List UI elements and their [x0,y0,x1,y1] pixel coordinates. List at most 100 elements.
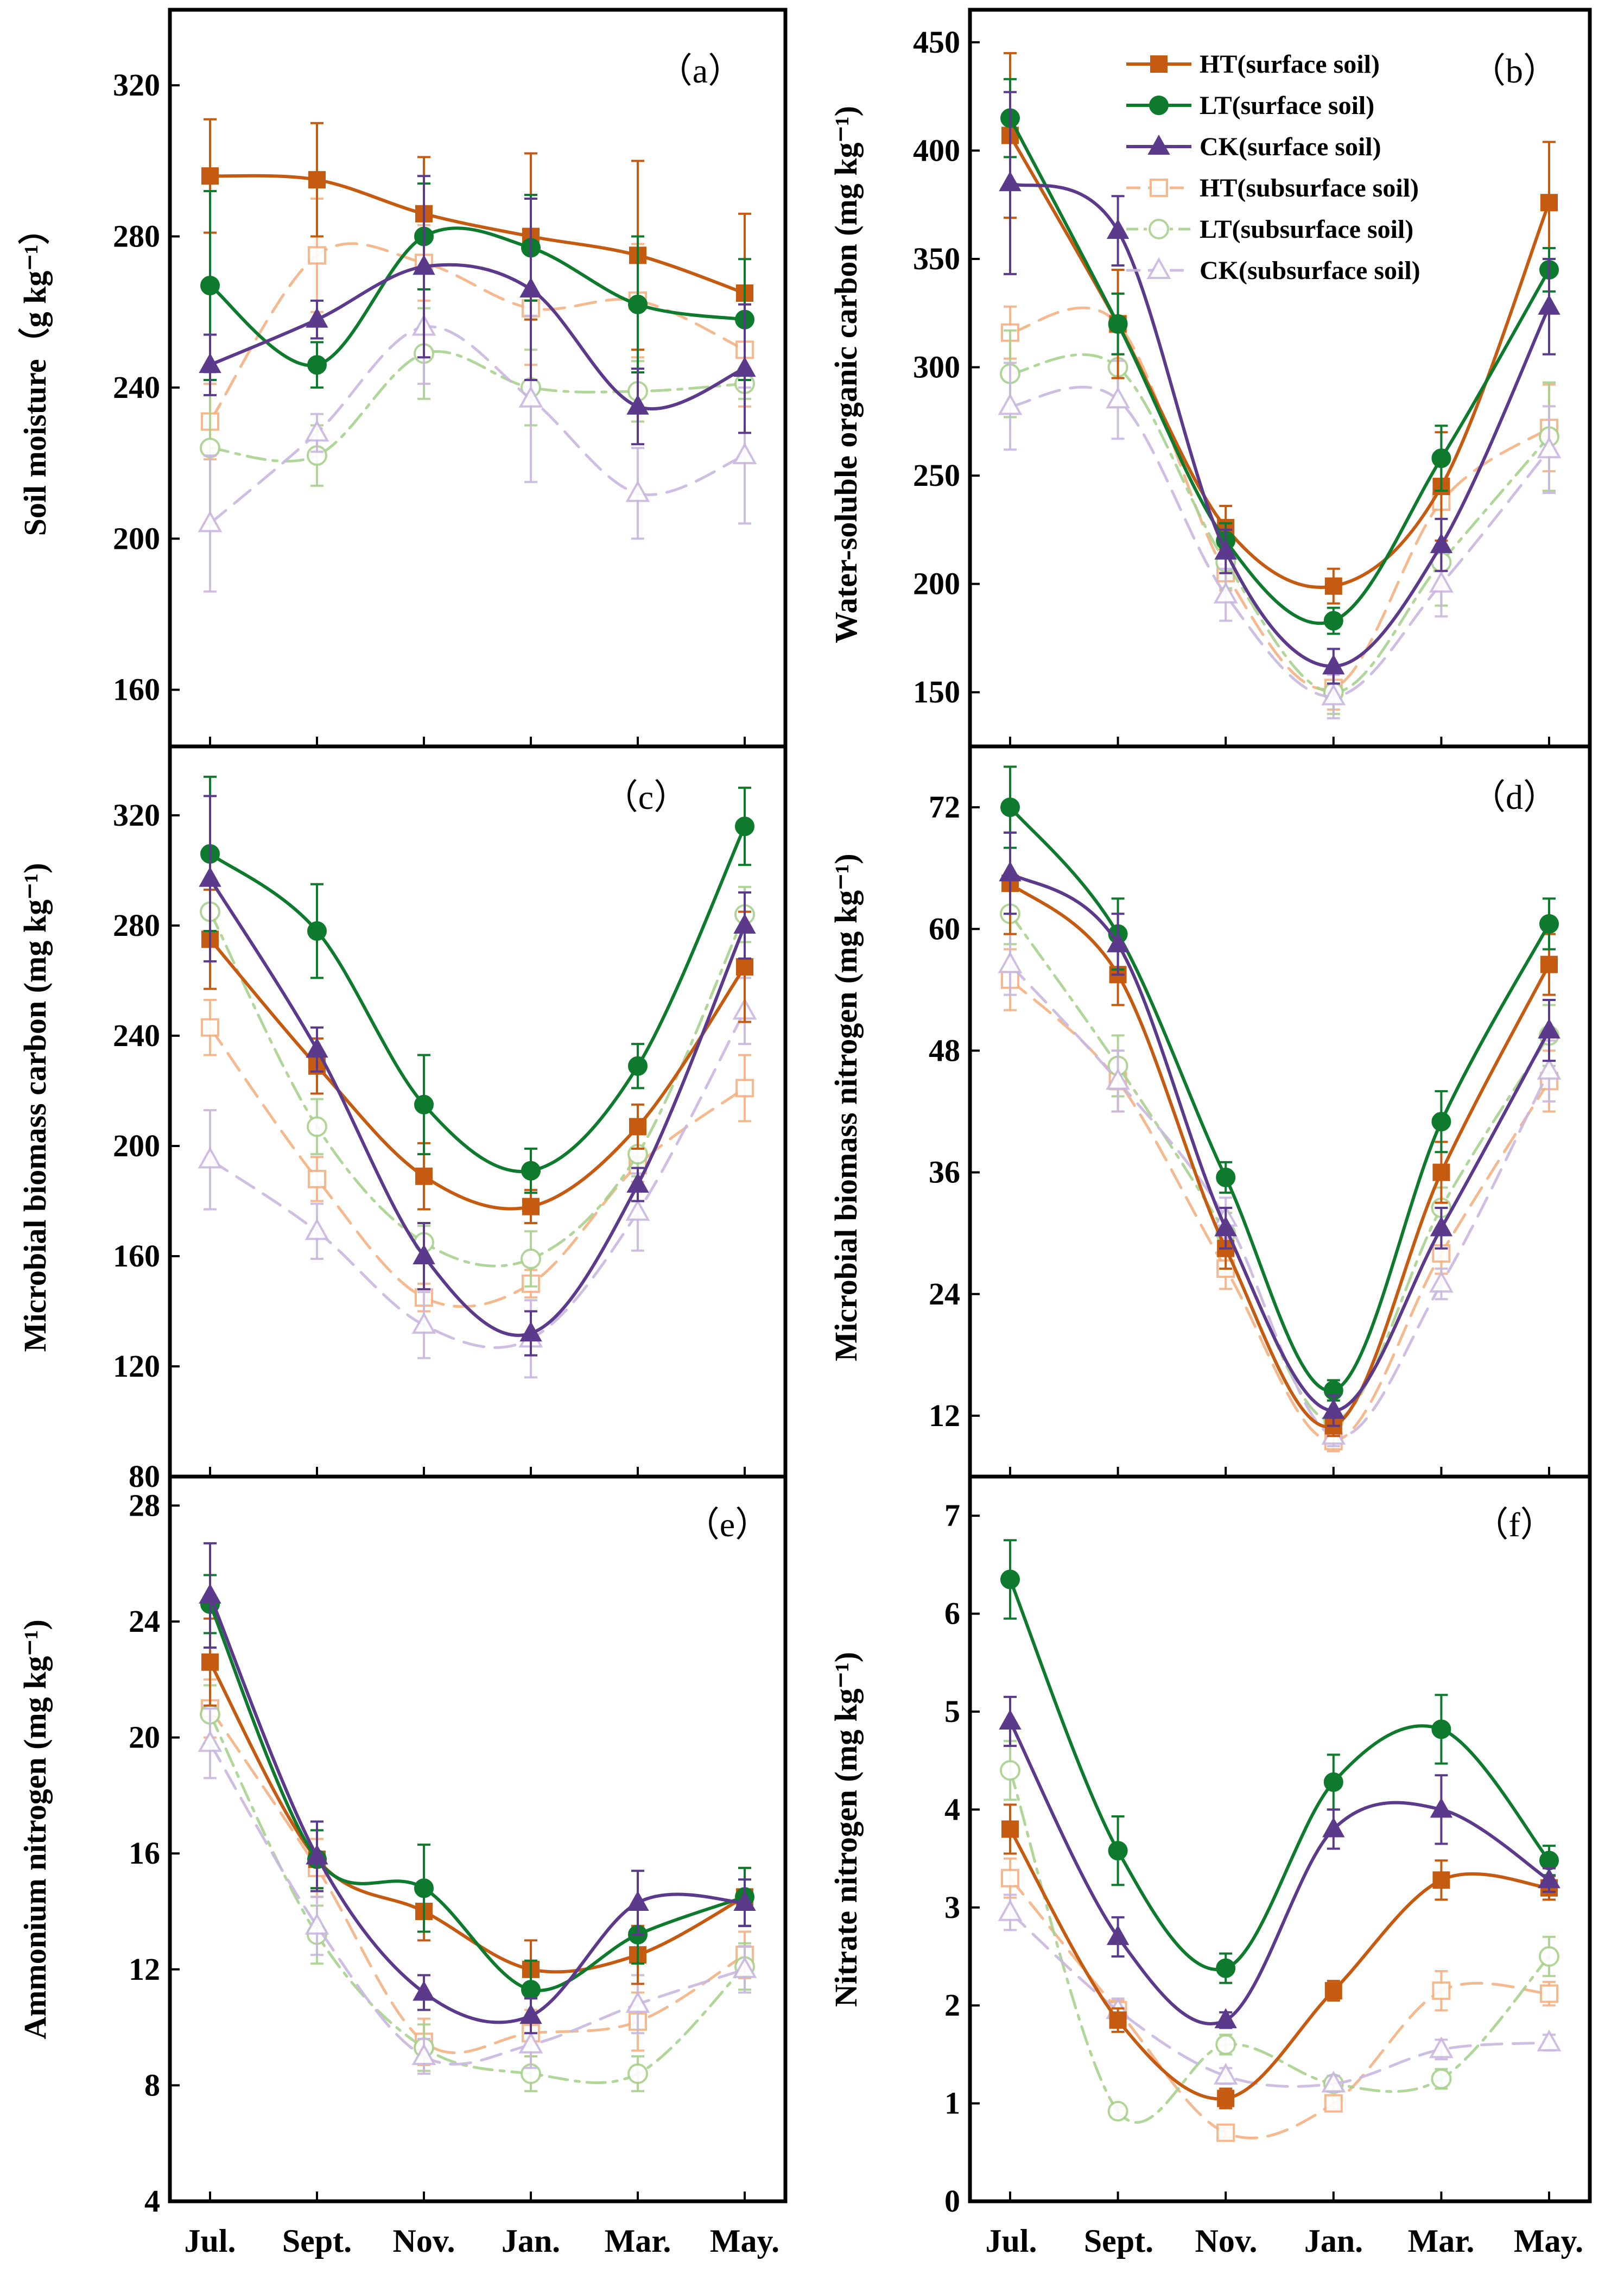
data-point [308,246,326,265]
data-point [198,1147,223,1169]
y-tick-label: 4 [944,1791,960,1827]
y-tick-label: 12 [929,1398,960,1433]
data-point [733,913,756,934]
y-tick-label: 320 [113,67,160,103]
y-tick-label: 60 [929,911,960,946]
x-tick-label: Nov. [1195,2223,1257,2259]
legend-label: LT(subsurface soil) [1200,215,1413,244]
data-point [1106,387,1131,409]
data-point [307,355,327,375]
data-point [998,951,1023,973]
data-point [998,1899,1023,1921]
data-point [1321,2070,1346,2093]
data-point [1150,179,1168,197]
y-tick-label: 3 [944,1890,960,1925]
data-point [201,1653,219,1671]
data-point [1324,577,1342,595]
series-line [208,174,746,295]
y-tick-label: 280 [113,219,160,254]
data-point [519,1321,542,1342]
y-tick-label: 20 [129,1720,160,1755]
data-point [1109,2011,1127,2029]
panel-d: Microbial biomass nitrogen (mg kg⁻¹) （d） [828,778,1558,1361]
data-point [1322,1398,1345,1419]
data-point [1537,436,1562,459]
panel-a-tag: （a） [658,52,743,90]
y-tick-label: 28 [129,1487,160,1523]
data-point [1430,1216,1453,1237]
series-LT(surface soil) [1000,78,1559,635]
panel-frame [968,1474,1592,2203]
x-axis-labels-right: Jul. Sept. Nov. Jan. Mar. May. [985,2223,1583,2259]
data-point [307,921,327,941]
x-tick-label: May. [710,2223,779,2259]
series-line [208,325,746,525]
data-point [1216,2123,1235,2142]
series-CK(subsurface soil) [198,1707,757,2075]
data-point [1430,533,1453,553]
panel-5-plot: 0 1 2 3 4 5 6 7 [944,1474,1592,2219]
data-point [413,1244,435,1264]
data-point [999,1709,1022,1730]
panel-3-plot: 12 24 36 48 60 72 [929,744,1592,1479]
data-point [1216,1167,1236,1187]
y-tick-label: 240 [113,370,160,405]
series-LT(surface soil) [200,775,754,1194]
legend-label: LT(surface soil) [1200,91,1374,120]
data-point [199,353,221,373]
data-point [1106,1068,1131,1090]
panel-d-tag: （d） [1471,778,1558,816]
data-point [200,276,220,296]
data-point [999,861,1022,882]
panel-f-y-title: Nitrate nitrogen (mg kg⁻¹) [828,1652,864,2007]
x-tick-label: Sept. [282,2223,352,2259]
data-point [733,1890,756,1911]
series-line [1008,912,1551,1422]
data-point [1146,257,1171,279]
series-line [208,938,746,1211]
x-tick-label: Jul. [184,2223,236,2259]
data-point [735,1079,754,1098]
y-tick-label: 7 [944,1498,960,1533]
data-point [518,385,543,408]
data-point [199,1583,221,1604]
data-point [1106,932,1130,953]
y-tick-label: 2 [944,1987,960,2023]
data-point [411,2043,436,2065]
legend-label: CK(subsurface soil) [1200,256,1420,285]
data-point [1323,1772,1343,1792]
series-HT(subsurface soil) [1001,1857,1558,2142]
y-tick-label: 300 [913,350,960,385]
y-tick-label: 450 [913,24,960,60]
data-point [1150,55,1168,73]
series-line [208,350,746,463]
y-tick-label: 200 [113,1128,160,1163]
data-point [1107,2101,1128,2122]
series-LT(surface soil) [1000,1539,1559,1984]
data-point [1538,294,1560,315]
series-CK(surface soil) [999,1695,1560,2029]
data-point [1000,797,1020,818]
data-point [1539,1946,1559,1967]
panel-2-plot: 80 120 160 200 240 280 320 [113,744,788,1494]
y-tick-label: 400 [913,132,960,168]
data-point [1537,1057,1562,1080]
data-point [1001,1820,1019,1838]
data-point [1321,683,1346,706]
data-point [521,1249,541,1270]
data-point [306,1037,328,1058]
panel-frame [168,1474,788,2203]
data-point [307,1116,327,1137]
series-line [1008,1578,1551,1971]
data-point [735,816,754,837]
series-CK(surface soil) [199,175,756,446]
data-point [1324,1982,1342,2000]
data-point [1323,611,1343,631]
y-tick-label: 160 [113,672,160,707]
series-line [208,1707,746,2054]
x-tick-label: Mar. [605,2223,671,2259]
data-point [201,167,219,185]
data-point [1538,1018,1560,1039]
data-point [1540,955,1558,973]
